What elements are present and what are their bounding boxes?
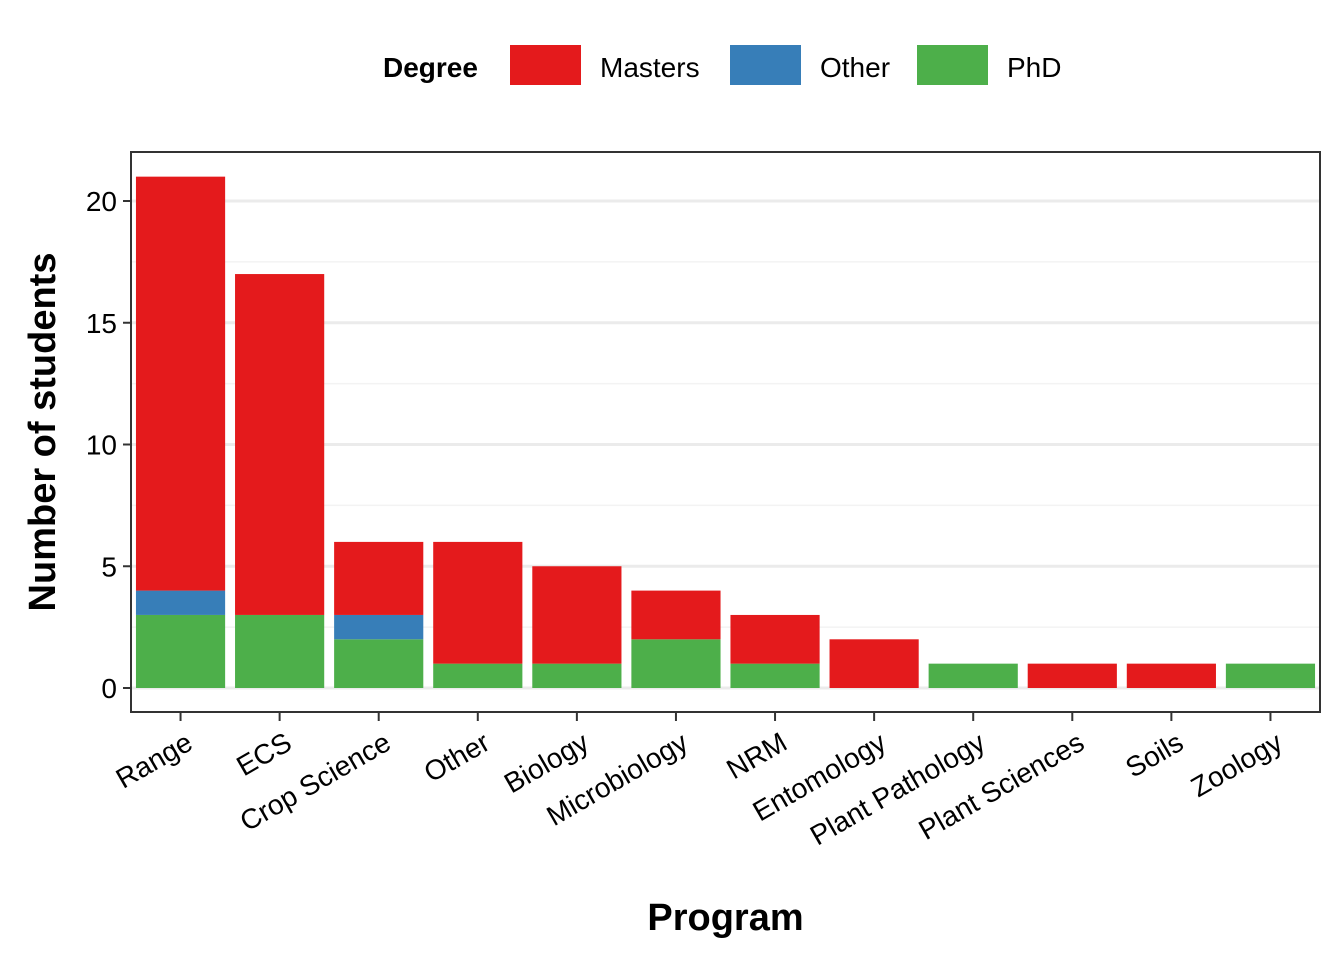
legend-key-other [730, 45, 801, 85]
x-tick-label: Plant Pathology [805, 726, 990, 851]
bar-soils-masters [1126, 663, 1216, 688]
bar-crop-science-masters [334, 541, 424, 615]
legend-key-phd [917, 45, 988, 85]
bar-microbiology-masters [631, 590, 721, 640]
bar-zoology-phd [1225, 663, 1316, 688]
x-tick-label: ECS [231, 726, 296, 782]
bar-microbiology-phd [631, 639, 721, 688]
x-tick-label: NRM [721, 726, 792, 785]
y-tick-label: 10 [86, 430, 117, 461]
y-tick-label: 20 [86, 186, 117, 217]
x-tick-label: Range [111, 726, 198, 794]
legend-label-masters: Masters [600, 52, 700, 83]
bar-range-masters [135, 176, 226, 591]
bar-plant-pathology-phd [928, 663, 1018, 688]
legend-label-phd: PhD [1007, 52, 1061, 83]
bars [135, 176, 1316, 688]
bar-other-phd [433, 663, 523, 688]
x-tick-label: Soils [1120, 726, 1188, 783]
plot-border [130, 151, 1321, 713]
legend-key-masters [510, 45, 581, 85]
bar-nrm-phd [730, 663, 820, 688]
legend: Degree Masters Other PhD [383, 45, 1061, 85]
legend-label-other: Other [820, 52, 890, 83]
plot-area [130, 151, 1321, 713]
x-tick-label: Plant Sciences [913, 726, 1089, 845]
bar-range-other [135, 590, 226, 615]
x-axis-title: Program [647, 897, 803, 939]
y-tick-label: 15 [86, 308, 117, 339]
bar-ecs-phd [235, 614, 325, 688]
legend-title: Degree [383, 52, 478, 83]
bar-crop-science-phd [334, 639, 424, 688]
bar-entomology-masters [829, 639, 919, 688]
y-tick-label: 0 [101, 673, 117, 704]
bar-biology-masters [532, 566, 622, 664]
x-tick-label: Other [419, 726, 495, 788]
bar-biology-phd [532, 663, 622, 688]
gridlines [131, 199, 1320, 690]
bar-ecs-masters [235, 274, 325, 615]
plot-panel [131, 152, 1320, 712]
bar-crop-science-other [334, 614, 424, 640]
bar-nrm-masters [730, 614, 820, 664]
bar-range-phd [135, 614, 226, 688]
y-tick-label: 5 [101, 551, 117, 582]
bar-other-masters [433, 541, 523, 664]
bar-plant-sciences-masters [1027, 663, 1117, 688]
x-tick-label: Zoology [1186, 726, 1288, 803]
y-axis-title: Number of students [22, 253, 64, 612]
y-axis: 0 5 10 15 20 [86, 186, 131, 704]
